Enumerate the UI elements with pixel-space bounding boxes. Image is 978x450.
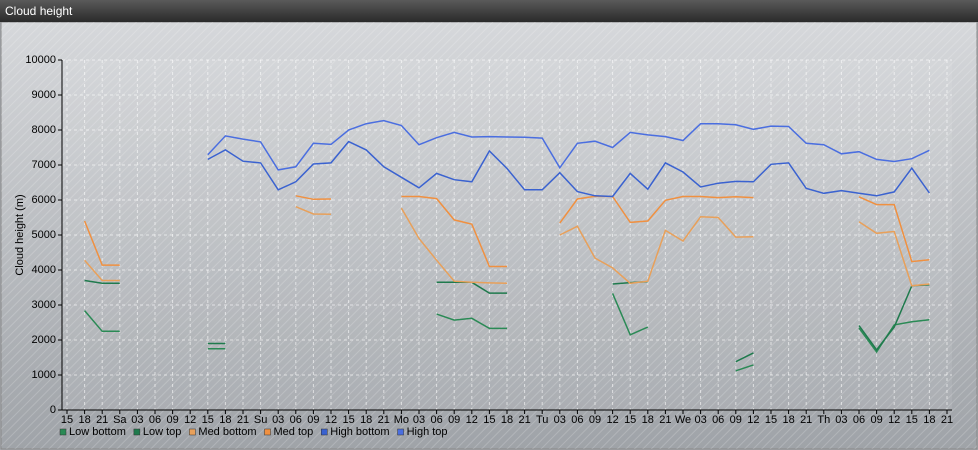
x-tick-label: 18 — [78, 414, 90, 426]
x-tick-label: We — [675, 414, 691, 426]
x-tick-label: 09 — [307, 414, 319, 426]
x-tick-label: 12 — [325, 414, 337, 426]
x-tick-label: 09 — [166, 414, 178, 426]
x-tick-label: 21 — [378, 414, 390, 426]
x-tick-label: Mo — [394, 414, 409, 426]
x-tick-label: 21 — [96, 414, 108, 426]
x-tick-label: 06 — [430, 414, 442, 426]
x-tick-label: 03 — [413, 414, 425, 426]
x-tick-label: 09 — [730, 414, 742, 426]
x-tick-label: 18 — [360, 414, 372, 426]
series-line — [207, 119, 930, 171]
y-tick-label: 4000 — [32, 264, 56, 276]
y-tick-label: 1000 — [32, 369, 56, 381]
x-tick-label: 18 — [782, 414, 794, 426]
legend-label: High bottom — [330, 426, 389, 438]
x-tick-label: 15 — [202, 414, 214, 426]
x-tick-label: 15 — [61, 414, 73, 426]
series-line — [84, 206, 930, 287]
legend-label: High top — [407, 426, 448, 438]
x-tick-label: 18 — [501, 414, 513, 426]
x-tick-label: 15 — [483, 414, 495, 426]
series-line — [83, 195, 930, 268]
x-tick-label: 18 — [219, 414, 231, 426]
x-tick-label: Sa — [113, 414, 127, 426]
x-tick-label: 21 — [237, 414, 249, 426]
x-tick-label: 12 — [606, 414, 618, 426]
x-tick-label: 03 — [694, 414, 706, 426]
y-tick-label: 9000 — [32, 89, 56, 101]
x-tick-label: 21 — [941, 414, 953, 426]
y-tick-label: 2000 — [32, 334, 56, 346]
legend-label: Low top — [143, 426, 182, 438]
legend-swatch — [397, 428, 404, 436]
y-tick-label: 6000 — [32, 194, 56, 206]
y-tick-label: 8000 — [32, 124, 56, 136]
legend-swatch — [321, 428, 328, 436]
y-tick-label: 0 — [50, 404, 56, 416]
x-tick-label: 15 — [906, 414, 918, 426]
x-tick-label: Tu — [536, 414, 548, 426]
x-tick-label: Th — [817, 414, 830, 426]
legend-label: Low bottom — [69, 426, 126, 438]
series-line — [84, 293, 930, 372]
x-tick-label: 09 — [448, 414, 460, 426]
legend-swatch — [189, 428, 196, 436]
legend-label: Med bottom — [198, 426, 256, 438]
x-tick-label: 12 — [888, 414, 900, 426]
x-tick-label: 03 — [554, 414, 566, 426]
y-axis-label: Cloud height (m) — [14, 194, 26, 275]
x-tick-label: 21 — [659, 414, 671, 426]
x-tick-label: 21 — [800, 414, 812, 426]
x-tick-label: 15 — [342, 414, 354, 426]
x-tick-label: 21 — [518, 414, 530, 426]
y-tick-label: 10000 — [25, 54, 56, 66]
x-tick-label: 18 — [923, 414, 935, 426]
x-tick-label: 03 — [835, 414, 847, 426]
x-tick-label: 12 — [184, 414, 196, 426]
x-tick-label: 15 — [624, 414, 636, 426]
x-tick-label: 18 — [642, 414, 654, 426]
y-tick-label: 7000 — [32, 159, 56, 171]
x-tick-label: 06 — [712, 414, 724, 426]
x-tick-label: 06 — [290, 414, 302, 426]
x-tick-label: 12 — [747, 414, 759, 426]
chart: Cloud height (m) 0 1000 2000 3000 4000 5000 60… — [0, 22, 978, 450]
x-tick-label: 09 — [589, 414, 601, 426]
x-tick-label: Su — [254, 414, 267, 426]
y-tick-label: 5000 — [32, 229, 56, 241]
legend-swatch — [133, 428, 141, 436]
x-tick-label: 12 — [466, 414, 478, 426]
window-title: Cloud height — [0, 0, 978, 22]
legend-swatch — [59, 428, 67, 436]
legend-label: Med top — [274, 426, 314, 438]
x-tick-label: 06 — [853, 414, 865, 426]
x-tick-label: 09 — [870, 414, 882, 426]
x-tick-label: 03 — [272, 414, 284, 426]
y-tick-label: 3000 — [32, 299, 56, 311]
legend-swatch — [264, 428, 271, 436]
x-tick-label: 06 — [571, 414, 583, 426]
series-line — [207, 140, 931, 198]
x-tick-label: 06 — [149, 414, 161, 426]
x-tick-label: 15 — [765, 414, 777, 426]
x-tick-label: 03 — [131, 414, 143, 426]
